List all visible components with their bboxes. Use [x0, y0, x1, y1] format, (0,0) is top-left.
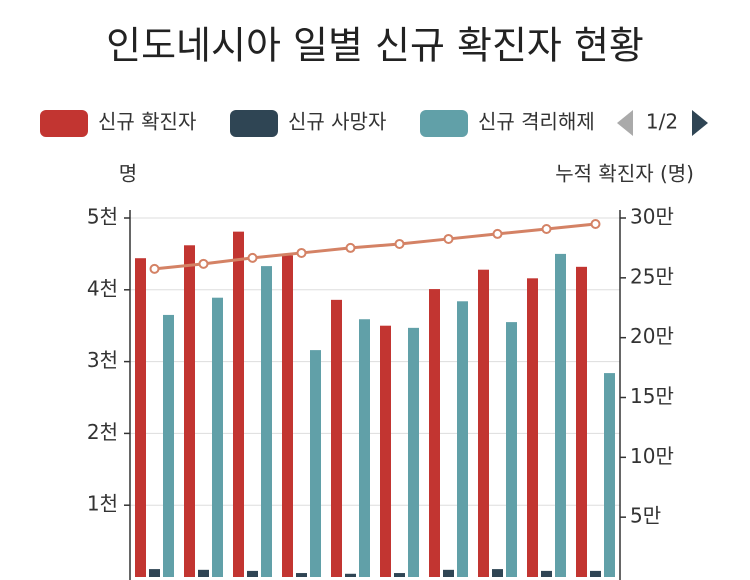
line-point — [492, 228, 503, 239]
bar — [345, 573, 356, 577]
bar — [233, 231, 244, 577]
y-tick-label: 1천 — [87, 492, 118, 516]
bar — [380, 325, 391, 577]
bar — [429, 289, 440, 577]
line-point — [296, 247, 307, 258]
bar — [555, 253, 566, 577]
y-axis-label: 명 — [119, 162, 137, 186]
y2-tick-label: 20만 — [630, 324, 674, 348]
y2-axis-label: 누적 확진자 (명) — [555, 162, 694, 186]
y2-tick-label: 15만 — [630, 384, 674, 408]
bar — [310, 350, 321, 577]
legend-swatch — [230, 110, 278, 137]
bar — [492, 569, 503, 577]
bar — [443, 569, 454, 577]
bar — [198, 569, 209, 577]
legend-label: 신규 확진자 — [98, 110, 196, 134]
bar — [247, 570, 258, 577]
line-point — [198, 258, 209, 269]
legend-label: 신규 격리해제 — [478, 110, 595, 134]
bar — [331, 299, 342, 577]
bar — [261, 266, 272, 577]
bar — [408, 327, 419, 577]
y2-tick-label: 10만 — [630, 444, 674, 468]
bar — [478, 269, 489, 577]
bar — [457, 301, 468, 577]
bar — [184, 245, 195, 577]
legend: 신규 확진자 신규 사망자 신규 격리해제 — [40, 110, 595, 137]
chart-title: 인도네시아 일별 신규 확진자 현황 — [106, 24, 644, 68]
y-tick-label: 3천 — [87, 348, 118, 372]
bar — [590, 570, 601, 577]
bar — [212, 297, 223, 577]
bar — [394, 573, 405, 577]
y-tick-label: 2천 — [87, 420, 118, 444]
bar — [296, 573, 307, 577]
line — [154, 222, 596, 271]
bar — [149, 569, 160, 577]
legend-next[interactable] — [692, 110, 708, 136]
line-point — [541, 224, 552, 235]
y2-tick-label: 5만 — [630, 504, 661, 528]
bar — [604, 373, 615, 577]
y2-tick-label: 30만 — [630, 205, 674, 229]
bar — [506, 322, 517, 577]
y2-tick-label: 25만 — [630, 264, 674, 288]
bar — [541, 570, 552, 577]
bar — [359, 319, 370, 577]
line-point — [149, 263, 160, 274]
y-tick-label: 4천 — [87, 276, 118, 300]
line-point — [443, 233, 454, 244]
bar — [282, 255, 293, 577]
legend-prev[interactable] — [617, 110, 633, 136]
bar — [576, 266, 587, 577]
legend-page: 1/2 — [646, 110, 678, 134]
bar — [163, 314, 174, 577]
line-point — [247, 252, 258, 263]
legend-swatch — [420, 110, 468, 137]
legend-swatch — [40, 110, 88, 137]
bar — [527, 278, 538, 577]
bar — [135, 258, 146, 577]
legend-label: 신규 사망자 — [288, 110, 386, 134]
line-point — [345, 242, 356, 253]
line-point — [590, 218, 601, 229]
y-tick-label: 5천 — [87, 205, 118, 229]
line-point — [394, 238, 405, 249]
